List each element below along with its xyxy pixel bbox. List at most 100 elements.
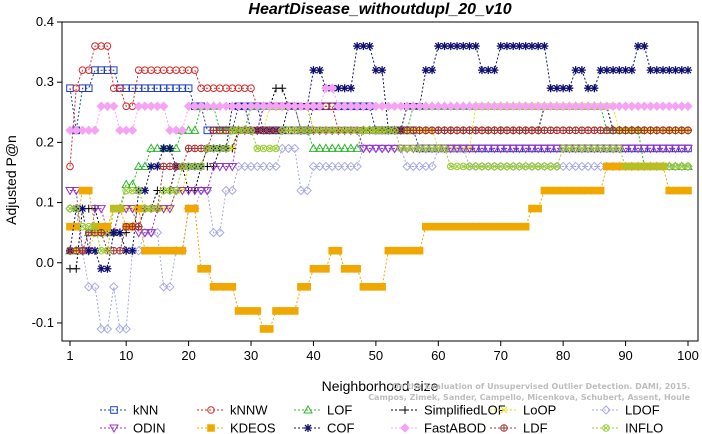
y-tick-label: 0.4 xyxy=(36,14,54,29)
data-point-kdeos xyxy=(259,325,268,333)
data-point-fastabod xyxy=(545,101,556,111)
data-point-ldof xyxy=(240,161,250,172)
data-point-fastabod xyxy=(564,101,575,111)
data-point-kdeos xyxy=(596,186,605,195)
data-point-ldf xyxy=(584,126,592,135)
data-point-kdeos xyxy=(141,246,149,255)
data-point-lof xyxy=(152,143,163,152)
data-point-cof xyxy=(353,42,362,51)
data-point-ldof xyxy=(258,161,269,172)
data-point-fastabod xyxy=(433,101,444,111)
data-point-knnw xyxy=(103,42,112,50)
data-point-lof xyxy=(140,161,150,170)
data-point-odin xyxy=(389,144,400,154)
data-point-cof xyxy=(502,42,511,51)
data-point-fastabod xyxy=(327,83,337,93)
data-point-kdeos xyxy=(66,222,74,231)
data-point-kdeos xyxy=(72,222,81,231)
data-point-ldof xyxy=(283,143,294,154)
data-point-odin xyxy=(470,144,481,154)
data-point-ldof xyxy=(346,161,356,172)
data-point-kdeos xyxy=(284,307,293,315)
data-point-ldf xyxy=(677,126,686,135)
data-point-fastabod xyxy=(414,101,425,111)
data-point-ldf xyxy=(272,126,280,135)
data-point-ldf xyxy=(496,126,505,135)
data-point-ldf xyxy=(615,126,624,135)
data-point-loop xyxy=(228,145,236,152)
data-point-ldf xyxy=(609,126,617,135)
data-point-fastabod xyxy=(645,101,656,111)
data-point-odin xyxy=(90,205,100,214)
data-point-ldf xyxy=(546,126,555,135)
data-point-kdeos xyxy=(496,222,505,231)
data-point-ldf xyxy=(397,126,405,135)
legend-swatch-marker xyxy=(401,406,409,414)
data-point-knnw xyxy=(116,84,124,93)
data-point-fastabod xyxy=(314,101,325,111)
legend-item-fastabod: FastABOD xyxy=(391,421,486,434)
data-point-ldof xyxy=(308,161,319,172)
data-point-ldf xyxy=(565,126,574,135)
data-point-cof xyxy=(434,42,443,51)
data-point-fastabod xyxy=(233,101,244,111)
data-point-fastabod xyxy=(677,101,687,111)
data-point-inflo xyxy=(684,162,692,171)
data-point-kdeos xyxy=(203,264,212,273)
legend-label: LoOP xyxy=(523,403,556,418)
data-point-ldf xyxy=(652,126,661,135)
data-point-fastabod xyxy=(452,101,462,111)
data-point-ldf xyxy=(403,126,411,135)
data-point-odin xyxy=(445,144,456,154)
data-point-lof xyxy=(346,143,356,152)
data-point-fastabod xyxy=(402,101,412,111)
data-point-odin xyxy=(645,144,656,154)
data-point-odin xyxy=(626,144,637,154)
data-point-fastabod xyxy=(96,101,106,111)
data-point-cof xyxy=(584,84,593,93)
data-point-odin xyxy=(127,205,138,214)
data-point-fastabod xyxy=(215,101,225,111)
data-point-fastabod xyxy=(439,101,450,111)
data-point-ldof xyxy=(84,282,94,292)
data-point-kdeos xyxy=(197,264,205,273)
data-point-inflo xyxy=(603,144,611,153)
data-point-kdeos xyxy=(671,186,680,195)
data-point-ldof xyxy=(158,282,169,292)
data-point-cof xyxy=(103,264,112,273)
x-tick-label: 30 xyxy=(244,348,258,363)
data-point-fastabod xyxy=(296,101,306,111)
data-point-cof xyxy=(159,144,168,153)
data-point-kdeos xyxy=(384,246,393,255)
data-point-inflo xyxy=(503,162,511,171)
data-point-fastabod xyxy=(133,101,144,111)
data-point-odin xyxy=(202,187,213,196)
data-point-fastabod xyxy=(208,101,219,111)
legend: kNN kNNW LOF SimplifiedLOF LoOP LDOF ODIN KDEOS… xyxy=(100,403,663,434)
data-point-ldof xyxy=(414,161,425,172)
x-tick-label: 70 xyxy=(493,348,507,363)
legend-item-ldof: LDOF xyxy=(592,403,660,418)
data-point-cof xyxy=(78,204,87,213)
data-point-odin xyxy=(495,144,506,154)
data-point-odin xyxy=(552,144,562,154)
data-point-cof xyxy=(440,42,449,51)
data-point-cof xyxy=(552,84,561,93)
legend-label: kNNW xyxy=(230,403,268,418)
data-point-kdeos xyxy=(446,222,455,231)
series-inflo xyxy=(66,126,692,255)
data-point-fastabod xyxy=(602,101,612,111)
data-point-kdeos xyxy=(440,222,449,231)
data-point-cof xyxy=(428,66,437,75)
legend-item-loop: LoOP xyxy=(490,403,556,418)
data-point-fastabod xyxy=(483,101,493,111)
data-point-inflo xyxy=(72,204,81,213)
data-point-cof xyxy=(484,66,493,75)
legend-label: LOF xyxy=(327,403,352,418)
data-point-inflo xyxy=(409,144,418,153)
data-point-kdeos xyxy=(222,283,230,291)
data-point-cof xyxy=(365,42,374,51)
data-point-cof xyxy=(577,66,586,75)
data-point-odin xyxy=(371,144,381,154)
